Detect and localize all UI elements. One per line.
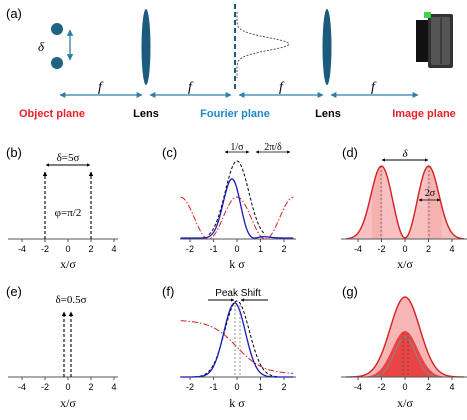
panel-a: (a) δ f f f f Object plane Lens Four: [6, 4, 456, 120]
delta-label: δ: [38, 39, 45, 54]
panel-f-xlabel: k σ: [229, 396, 245, 410]
panel-b-tick-label: 4: [111, 244, 116, 254]
panel-c-xlabel: k σ: [229, 257, 245, 271]
panel-e-tick-label: 2: [88, 382, 93, 392]
panel-g-label: (g): [342, 284, 358, 299]
lens-1: [141, 9, 151, 85]
panel-c-tick-label: 0: [234, 244, 239, 254]
panel-c-phase-curve: [180, 196, 294, 240]
panel-d-tick-label: 0: [402, 244, 407, 254]
f-label-1: f: [98, 80, 104, 95]
panel-a-label: (a): [6, 6, 22, 21]
panel-b: (b) -4 -2 0 2 4 x/σ δ=5σ φ=π/2: [6, 145, 118, 271]
panel-f: (f) -2 -1 0 1 2 k σ Peak Shift: [162, 284, 296, 410]
panel-d-tick-label: -4: [354, 244, 362, 254]
panel-g-tick-label: -4: [354, 382, 362, 392]
panel-f-spectrum-curve: [180, 302, 294, 378]
panel-b-phase-label: φ=π/2: [55, 207, 82, 219]
panel-g-fill-inner: [358, 331, 452, 377]
panel-c-tick-label: -2: [186, 244, 194, 254]
panel-e-ticks: -4 -2 0 2 4: [18, 377, 117, 392]
panel-c-spectrum-curve: [180, 178, 294, 239]
panel-d-tick-label: 2: [426, 244, 431, 254]
panel-g-grey-curve: [369, 336, 441, 378]
panel-d-ticks: -4 -2 0 2 4: [354, 239, 455, 254]
panel-d: (d) -4 -2 0 2 4 δ 2σ x/σ: [341, 145, 467, 271]
panel-g-ticks: -4 -2 0 2 4: [354, 377, 455, 392]
panel-d-label: (d): [342, 145, 358, 160]
panel-e-delta-label: δ=0.5σ: [55, 294, 86, 306]
panel-d-xlabel: x/σ: [397, 257, 413, 271]
panel-g-xlabel: x/σ: [397, 396, 413, 410]
fourier-spectrum-curve: [236, 12, 290, 78]
panel-d-delta-label: δ: [402, 148, 408, 160]
fourier-plane-label: Fourier plane: [200, 108, 270, 120]
panel-c-tick-label: 2: [281, 244, 286, 254]
panel-f-envelope-curve: [194, 300, 280, 378]
object-dot-top: [51, 23, 63, 35]
panel-b-tick-label: 2: [88, 244, 93, 254]
f-label-4: f: [371, 80, 377, 95]
panel-e-tick-label: -2: [41, 382, 49, 392]
panel-g-intensity-curve: [346, 296, 464, 378]
object-dot-bottom: [51, 57, 63, 69]
panel-b-tick-label: 0: [65, 244, 70, 254]
panel-e-tick-label: 4: [111, 382, 116, 392]
panel-g-tick-label: 0: [402, 382, 407, 392]
panel-d-width-label: 2σ: [425, 188, 436, 199]
panel-c: (c) -2 -1 0 1 2 k σ 1/σ 2π/δ: [162, 142, 296, 271]
panel-g: (g) -4 -2 0 2 4 x/σ: [341, 284, 467, 410]
panel-e-tick-label: 0: [65, 382, 70, 392]
panel-f-tick-label: -2: [186, 382, 194, 392]
panel-f-tick-label: 0: [234, 382, 239, 392]
f-label-3: f: [279, 80, 285, 95]
panel-g-tick-label: 2: [426, 382, 431, 392]
panel-c-width-label: 1/σ: [230, 142, 244, 153]
panel-b-delta-label: δ=5σ: [57, 152, 80, 164]
lens-1-label: Lens: [133, 108, 159, 120]
panel-f-shift-label: Peak Shift: [215, 288, 261, 299]
panel-b-tick-label: -2: [41, 244, 49, 254]
panel-d-tick-label: -2: [377, 244, 385, 254]
panel-c-ticks: -2 -1 0 1 2: [186, 239, 287, 254]
panel-c-envelope-curve: [208, 160, 266, 235]
panel-d-fill: [346, 166, 464, 239]
panel-e-label: (e): [6, 284, 22, 299]
panel-d-tick-label: 4: [449, 244, 454, 254]
panel-f-tick-label: 2: [281, 382, 286, 392]
panel-d-intensity-curve: [346, 165, 464, 240]
image-plane-label: Image plane: [392, 108, 456, 120]
panel-f-tick-label: -1: [209, 382, 217, 392]
panel-e-xlabel: x/σ: [60, 396, 76, 410]
panel-g-tick-label: -2: [377, 382, 385, 392]
panel-b-tick-label: -4: [18, 244, 26, 254]
panel-f-tick-label: 1: [258, 382, 263, 392]
panel-c-tick-label: -1: [209, 244, 217, 254]
panel-b-xlabel: x/σ: [60, 257, 76, 271]
lens-2: [322, 9, 332, 85]
lens-2-label: Lens: [315, 108, 341, 120]
f-label-2: f: [188, 80, 194, 95]
panel-c-tick-label: 1: [258, 244, 263, 254]
panel-g-tick-label: 4: [449, 382, 454, 392]
panel-c-label: (c): [162, 145, 177, 160]
panel-f-label: (f): [162, 284, 174, 299]
camera-icon: [416, 12, 453, 68]
panel-e-tick-label: -4: [18, 382, 26, 392]
panel-b-ticks: -4 -2 0 2 4: [18, 239, 117, 254]
panel-e: (e) -4 -2 0 2 4 x/σ δ=0.5σ: [6, 284, 118, 410]
panel-f-phase-curve: [180, 320, 294, 374]
object-plane-label: Object plane: [19, 108, 85, 120]
panel-f-ticks: -2 -1 0 1 2: [186, 377, 287, 392]
panel-c-period-label: 2π/δ: [264, 142, 282, 153]
panel-b-label: (b): [6, 145, 22, 160]
